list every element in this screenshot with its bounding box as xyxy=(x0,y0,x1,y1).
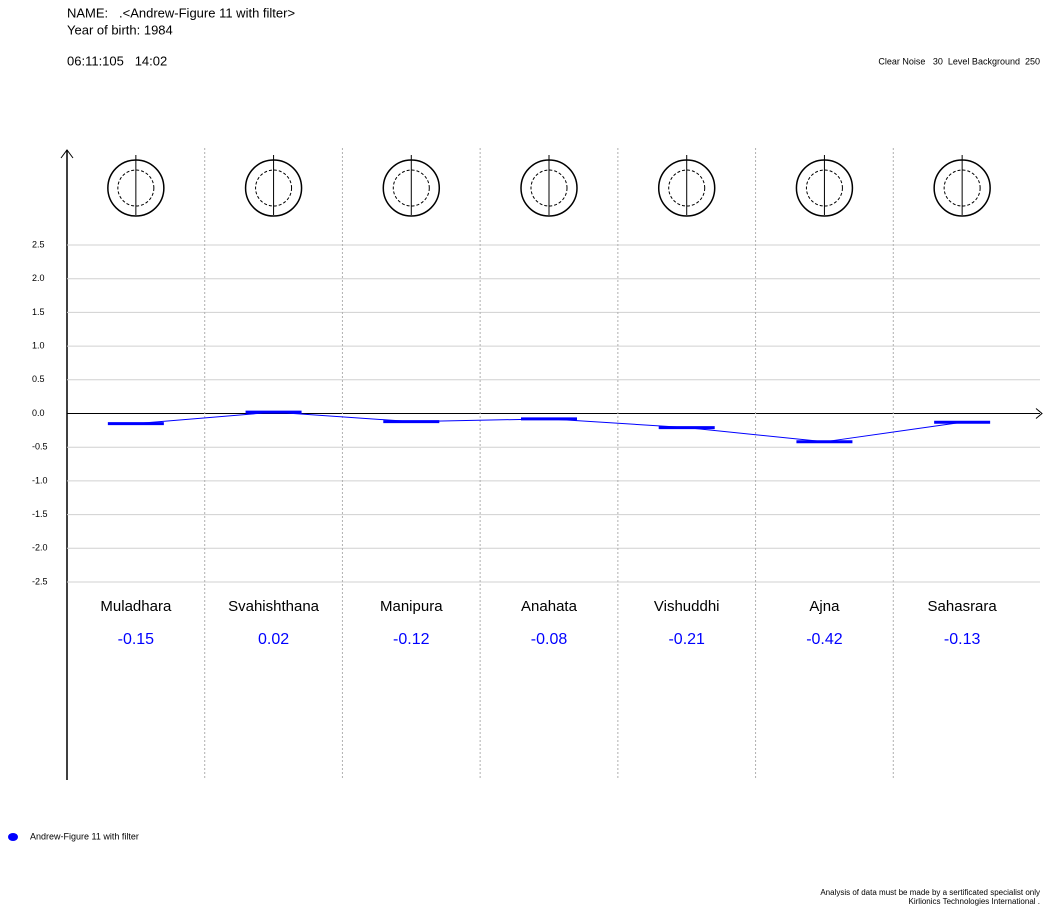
value-label: -0.15 xyxy=(118,631,155,648)
value-label: 0.02 xyxy=(258,631,289,648)
value-label: -0.13 xyxy=(944,631,981,648)
chakra-icon xyxy=(943,169,981,207)
value-label: -0.21 xyxy=(668,631,705,648)
chakra-icon xyxy=(805,169,843,207)
y-tick-label: -2.0 xyxy=(32,543,48,553)
category-label: Svahishthana xyxy=(228,598,320,615)
category-label: Muladhara xyxy=(100,598,172,615)
chakra-icon xyxy=(117,169,155,207)
value-label: -0.42 xyxy=(806,631,843,648)
value-label: -0.12 xyxy=(393,631,430,648)
legend-marker xyxy=(8,833,18,841)
y-tick-label: 1.0 xyxy=(32,340,45,350)
axis-arrow xyxy=(60,149,74,159)
settings-label: Clear Noise 30 Level Background 250 xyxy=(878,56,1040,66)
time-label: 06:11:105 14:02 xyxy=(67,53,167,68)
y-tick-label: 1.5 xyxy=(32,307,45,317)
y-tick-label: 0.0 xyxy=(32,408,45,418)
chakra-icon xyxy=(255,169,293,207)
footer-note: Analysis of data must be made by a serti… xyxy=(820,888,1040,897)
y-tick-label: 2.0 xyxy=(32,273,45,283)
legend-label: Andrew-Figure 11 with filter xyxy=(30,831,139,841)
birth-label: Year of birth: 1984 xyxy=(67,22,173,37)
axis-arrow xyxy=(1035,408,1043,419)
y-tick-label: -1.5 xyxy=(32,509,48,519)
category-label: Anahata xyxy=(521,598,578,615)
y-tick-label: -0.5 xyxy=(32,442,48,452)
chakra-icon xyxy=(530,169,568,207)
category-label: Vishuddhi xyxy=(654,598,720,615)
y-tick-label: 2.5 xyxy=(32,239,45,249)
category-label: Sahasrara xyxy=(928,598,998,615)
series-line xyxy=(135,411,963,443)
name-label: NAME: .<Andrew-Figure 11 with filter> xyxy=(67,5,295,20)
chakra-icon xyxy=(668,169,706,207)
y-tick-label: 0.5 xyxy=(32,374,45,384)
category-label: Manipura xyxy=(380,598,443,615)
value-label: -0.08 xyxy=(531,631,568,648)
chakra-icon xyxy=(392,169,430,207)
y-tick-label: -2.5 xyxy=(32,576,48,586)
category-label: Ajna xyxy=(809,598,840,615)
y-tick-label: -1.0 xyxy=(32,475,48,485)
footer-note: Kirlionics Technologies International . xyxy=(909,897,1040,906)
